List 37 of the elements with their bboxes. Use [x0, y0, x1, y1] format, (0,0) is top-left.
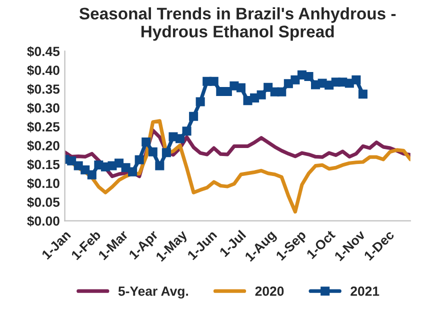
- point: [209, 76, 218, 86]
- y-tick-label: $0.10: [27, 178, 60, 189]
- legend-label: 5-Year Avg.: [118, 286, 188, 299]
- y-tick-label: $0.05: [27, 196, 60, 208]
- point: [155, 161, 164, 170]
- point: [67, 156, 76, 166]
- point: [256, 90, 266, 100]
- point: [87, 170, 96, 180]
- point: [175, 134, 185, 144]
- point: [162, 148, 171, 158]
- point: [352, 75, 361, 84]
- point: [189, 112, 198, 121]
- point: [148, 147, 158, 156]
- y-tick-label: $0.15: [27, 159, 60, 170]
- chart-title: Seasonal Trends in Brazil's Anhydrous - Hydrous Ethanol Spread: [79, 7, 396, 41]
- legend-label: 2021: [350, 286, 380, 296]
- y-tick-label: $0.35: [27, 84, 60, 95]
- point: [236, 83, 246, 92]
- point: [142, 138, 151, 147]
- y-tick-label: $0.00: [27, 216, 60, 227]
- y-tick-label: $0.40: [27, 65, 60, 76]
- point: [80, 165, 90, 174]
- point: [264, 82, 273, 92]
- y-tick-label: $0.25: [27, 122, 60, 132]
- point: [114, 158, 124, 168]
- legend-label: 2020: [255, 286, 284, 296]
- point: [290, 75, 300, 84]
- y-tick-label: $0.30: [27, 102, 60, 114]
- point: [128, 167, 138, 176]
- point: [304, 72, 314, 81]
- point: [358, 90, 368, 99]
- y-tick-label: $0.45: [27, 46, 60, 57]
- y-tick-label: $0.20: [27, 140, 60, 152]
- point: [277, 87, 286, 96]
- point: [134, 155, 144, 164]
- point: [182, 126, 192, 136]
- point: [196, 97, 205, 106]
